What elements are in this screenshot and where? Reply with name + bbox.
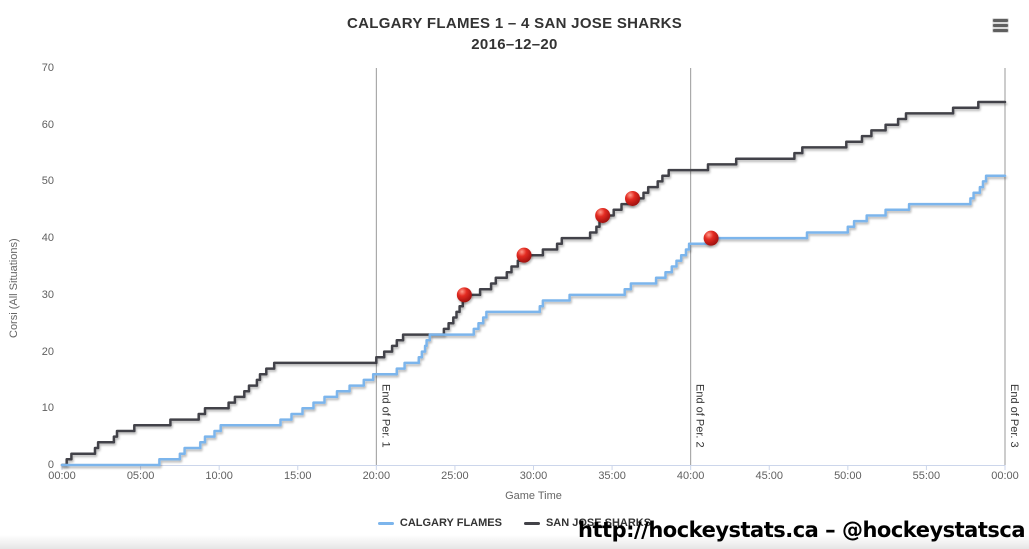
x-tick-label: 10:00 [205,470,233,482]
hamburger-export-menu-icon[interactable] [991,14,1015,36]
x-tick-label: 05:00 [126,470,155,482]
y-tick-label: 30 [41,288,54,301]
legend-label: CALGARY FLAMES [399,517,502,529]
legend-line-swatch [523,521,540,525]
chart-legend: CALGARY FLAMES SAN JOSE SHARKS [0,517,1029,529]
y-tick-label: 60 [41,118,54,131]
x-tick-label: 00:00 [991,470,1019,482]
period-end-label: End of Per. 3 [1008,384,1020,448]
x-tick-label: 50:00 [834,470,862,482]
legend-item-calgary-flames[interactable]: CALGARY FLAMES [377,517,502,529]
x-tick-label: 35:00 [598,470,626,482]
x-tick-label: 55:00 [912,470,941,482]
y-tick-label: 20 [41,345,54,358]
footer-gradient [0,535,1029,549]
x-tick-label: 40:00 [676,470,705,482]
y-tick-label: 0 [47,459,54,471]
chart-subtitle: 2016–12–20 [471,36,558,53]
x-tick-label: 45:00 [755,470,784,482]
period-end-label: End of Per. 1 [379,384,392,448]
hamburger-bar [993,28,1008,32]
goal-marker[interactable] [516,247,532,263]
flames-series-line[interactable] [60,174,1007,467]
period-end-label: End of Per. 2 [693,384,706,448]
x-axis-title: Game Time [505,490,562,502]
x-tick-label: 20:00 [362,470,391,482]
y-tick-label: 10 [41,402,54,415]
goal-marker[interactable] [625,190,641,206]
x-tick-label: 00:00 [48,470,76,482]
x-tick-label: 25:00 [441,470,469,482]
goal-marker[interactable] [595,207,611,223]
legend-line-swatch [377,521,394,525]
y-tick-label: 40 [41,232,54,245]
watermark-credit: http://hockeystats.ca – @hockeystatsca [578,518,1025,542]
goal-marker[interactable] [456,287,472,303]
hamburger-bar [993,18,1008,22]
chart-title: CALGARY FLAMES 1 – 4 SAN JOSE SHARKS [346,15,683,32]
legend-item-san-jose-sharks[interactable]: SAN JOSE SHARKS [523,517,652,529]
x-tick-label: 30:00 [519,470,548,482]
y-tick-label: 70 [41,62,54,74]
legend-label: SAN JOSE SHARKS [545,517,652,529]
goal-marker[interactable] [703,230,719,246]
y-tick-label: 50 [41,175,54,188]
sharks-series-line[interactable] [60,100,1007,467]
x-tick-label: 15:00 [283,470,312,482]
hamburger-bar [993,23,1008,27]
